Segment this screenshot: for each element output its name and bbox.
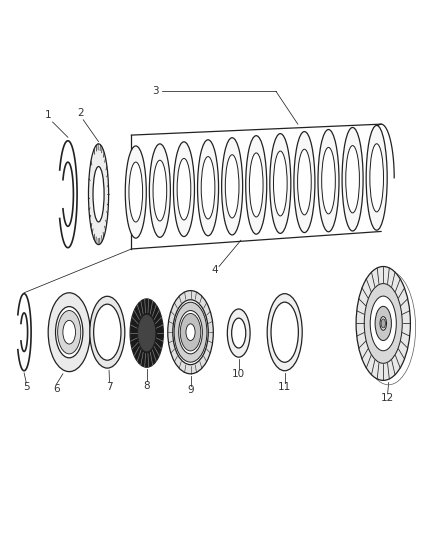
Ellipse shape: [56, 306, 83, 358]
Ellipse shape: [168, 290, 213, 374]
Ellipse shape: [318, 130, 339, 232]
Ellipse shape: [93, 166, 104, 222]
Ellipse shape: [346, 146, 360, 213]
Ellipse shape: [342, 127, 363, 231]
Ellipse shape: [58, 311, 81, 354]
Ellipse shape: [48, 293, 90, 372]
Text: 3: 3: [152, 86, 159, 96]
Ellipse shape: [273, 151, 287, 216]
Ellipse shape: [222, 138, 243, 235]
Ellipse shape: [173, 300, 208, 365]
Ellipse shape: [198, 140, 219, 236]
Text: 12: 12: [381, 393, 394, 403]
Ellipse shape: [370, 296, 396, 351]
Ellipse shape: [294, 132, 315, 232]
Ellipse shape: [177, 158, 191, 220]
Ellipse shape: [370, 144, 384, 212]
Ellipse shape: [249, 153, 263, 217]
Ellipse shape: [201, 157, 215, 219]
Text: 9: 9: [187, 385, 194, 395]
Ellipse shape: [149, 144, 170, 237]
Ellipse shape: [90, 296, 125, 368]
Ellipse shape: [179, 311, 202, 354]
Ellipse shape: [138, 314, 156, 352]
Ellipse shape: [232, 318, 246, 348]
Ellipse shape: [381, 319, 385, 328]
Ellipse shape: [153, 160, 167, 221]
Ellipse shape: [63, 320, 75, 344]
Text: 1: 1: [45, 110, 52, 120]
Ellipse shape: [375, 306, 392, 341]
Text: 6: 6: [53, 384, 60, 394]
Ellipse shape: [380, 317, 386, 330]
Ellipse shape: [364, 284, 402, 364]
Ellipse shape: [225, 155, 239, 218]
Text: 11: 11: [278, 382, 291, 392]
Ellipse shape: [246, 136, 267, 234]
Text: 5: 5: [23, 382, 30, 392]
Text: 7: 7: [106, 382, 113, 392]
Ellipse shape: [366, 125, 387, 230]
Ellipse shape: [270, 134, 291, 233]
Ellipse shape: [297, 149, 311, 215]
Text: 10: 10: [232, 369, 245, 379]
Ellipse shape: [267, 294, 302, 371]
Ellipse shape: [174, 302, 207, 362]
Text: 4: 4: [211, 265, 218, 275]
Ellipse shape: [227, 309, 250, 357]
Ellipse shape: [130, 299, 163, 367]
Ellipse shape: [129, 162, 143, 222]
Ellipse shape: [271, 302, 298, 362]
Ellipse shape: [180, 313, 201, 351]
Ellipse shape: [186, 324, 195, 341]
Ellipse shape: [356, 266, 410, 381]
Ellipse shape: [125, 146, 146, 238]
Ellipse shape: [88, 144, 109, 245]
Ellipse shape: [321, 148, 336, 214]
Ellipse shape: [173, 142, 194, 237]
Text: 2: 2: [78, 108, 85, 118]
Ellipse shape: [94, 304, 121, 360]
Text: 8: 8: [143, 381, 150, 391]
